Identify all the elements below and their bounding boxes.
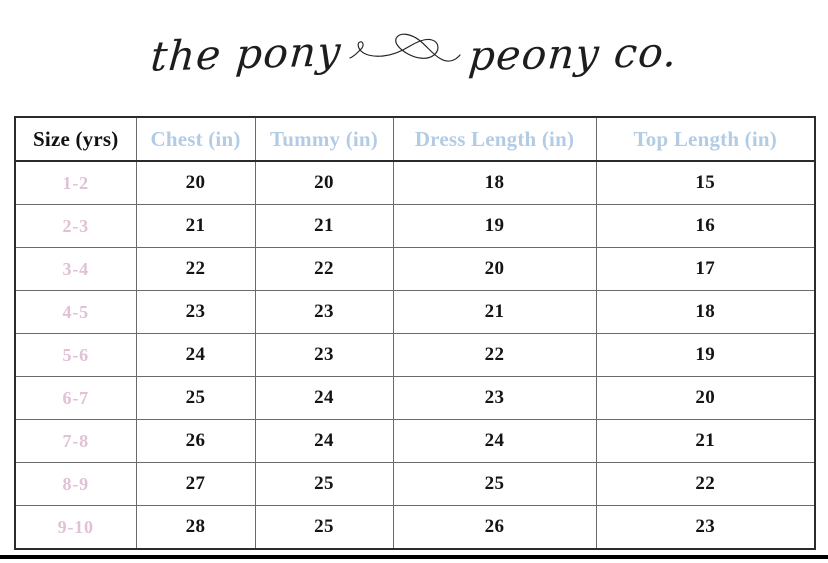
column-header-tummy: Tummy (in)	[254, 116, 394, 162]
table-row: 6-7 25 24 23 20	[14, 376, 816, 420]
cell-tummy: 22	[254, 247, 394, 291]
cell-tummy: 23	[254, 333, 394, 377]
cell-chest: 24	[135, 333, 256, 377]
cell-top-length: 22	[595, 462, 816, 506]
cell-tummy: 21	[254, 204, 394, 248]
cell-tummy: 24	[254, 376, 394, 420]
table-row: 4-5 23 23 21 18	[14, 290, 816, 334]
cell-size: 6-7	[14, 376, 137, 420]
table-body: 1-2 20 20 18 15 2-3 21 21 19 16 3-4 22 2…	[14, 160, 816, 550]
cell-size: 7-8	[14, 419, 137, 463]
table-row: 3-4 22 22 20 17	[14, 247, 816, 291]
cell-dress-length: 22	[392, 333, 597, 377]
cell-top-length: 18	[595, 290, 816, 334]
cell-chest: 22	[135, 247, 256, 291]
calligraphic-loop-flourish-icon	[349, 33, 461, 62]
size-chart-table: Size (yrs) Chest (in) Tummy (in) Dress L…	[14, 116, 816, 550]
table-row: 1-2 20 20 18 15	[14, 160, 816, 205]
cell-chest: 25	[135, 376, 256, 420]
cell-chest: 26	[135, 419, 256, 463]
column-header-chest: Chest (in)	[135, 116, 256, 162]
cell-chest: 28	[135, 505, 256, 550]
size-chart-container: Size (yrs) Chest (in) Tummy (in) Dress L…	[14, 116, 816, 550]
table-row: 8-9 27 25 25 22	[14, 462, 816, 506]
column-header-size: Size (yrs)	[14, 116, 137, 162]
cell-dress-length: 19	[392, 204, 597, 248]
cell-top-length: 17	[595, 247, 816, 291]
cell-size: 5-6	[14, 333, 137, 377]
cell-dress-length: 20	[392, 247, 597, 291]
column-header-top-length: Top Length (in)	[595, 116, 816, 162]
cell-top-length: 21	[595, 419, 816, 463]
cell-size: 3-4	[14, 247, 137, 291]
table-row: 9-10 28 25 26 23	[14, 505, 816, 550]
column-header-dress-length: Dress Length (in)	[392, 116, 597, 162]
table-header-row: Size (yrs) Chest (in) Tummy (in) Dress L…	[14, 116, 816, 162]
cell-size: 4-5	[14, 290, 137, 334]
brand-name-right: peony co.	[466, 27, 680, 80]
cell-tummy: 25	[254, 505, 394, 550]
cell-dress-length: 23	[392, 376, 597, 420]
cell-top-length: 16	[595, 204, 816, 248]
cell-dress-length: 18	[392, 160, 597, 205]
cell-tummy: 23	[254, 290, 394, 334]
cell-dress-length: 24	[392, 419, 597, 463]
cell-chest: 20	[135, 160, 256, 205]
brand-wordmark: the pony peony co.	[148, 26, 680, 82]
cell-top-length: 23	[595, 505, 816, 550]
cell-size: 8-9	[14, 462, 137, 506]
cell-tummy: 20	[254, 160, 394, 205]
table-row: 5-6 24 23 22 19	[14, 333, 816, 377]
cell-top-length: 15	[595, 160, 816, 205]
cell-top-length: 19	[595, 333, 816, 377]
cell-dress-length: 25	[392, 462, 597, 506]
cell-size: 2-3	[14, 204, 137, 248]
footer-divider	[0, 555, 828, 559]
cell-top-length: 20	[595, 376, 816, 420]
brand-name-left: the pony	[148, 26, 343, 81]
cell-chest: 21	[135, 204, 256, 248]
cell-tummy: 24	[254, 419, 394, 463]
brand-header: the pony peony co.	[0, 0, 828, 104]
cell-dress-length: 21	[392, 290, 597, 334]
table-row: 2-3 21 21 19 16	[14, 204, 816, 248]
table-row: 7-8 26 24 24 21	[14, 419, 816, 463]
cell-tummy: 25	[254, 462, 394, 506]
cell-size: 1-2	[14, 160, 137, 205]
cell-chest: 23	[135, 290, 256, 334]
cell-chest: 27	[135, 462, 256, 506]
cell-size: 9-10	[14, 505, 137, 550]
cell-dress-length: 26	[392, 505, 597, 550]
